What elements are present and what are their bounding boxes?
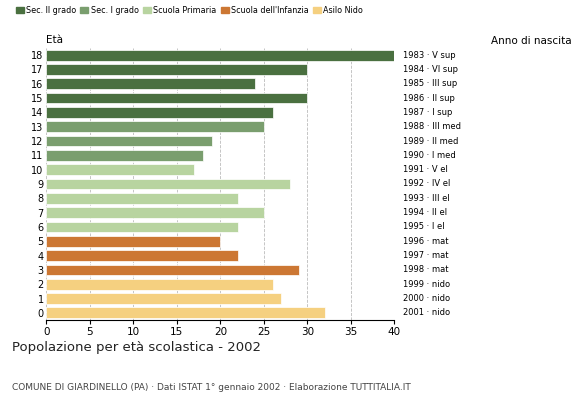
Bar — [46, 264, 299, 275]
Bar — [46, 121, 264, 132]
Text: 1997 · mat: 1997 · mat — [403, 251, 448, 260]
Text: 2001 · nido: 2001 · nido — [403, 308, 450, 317]
Bar — [46, 179, 290, 189]
Bar — [46, 236, 220, 247]
Text: 1989 · II med: 1989 · II med — [403, 136, 458, 146]
Bar — [46, 308, 325, 318]
Text: COMUNE DI GIARDINELLO (PA) · Dati ISTAT 1° gennaio 2002 · Elaborazione TUTTITALI: COMUNE DI GIARDINELLO (PA) · Dati ISTAT … — [12, 383, 411, 392]
Text: 1994 · II el: 1994 · II el — [403, 208, 447, 217]
Text: 1996 · mat: 1996 · mat — [403, 237, 448, 246]
Text: 1984 · VI sup: 1984 · VI sup — [403, 65, 458, 74]
Text: 1983 · V sup: 1983 · V sup — [403, 51, 456, 60]
Text: 1995 · I el: 1995 · I el — [403, 222, 445, 232]
Bar — [46, 279, 273, 290]
Bar — [46, 93, 307, 104]
Bar — [46, 164, 194, 175]
Bar — [46, 293, 281, 304]
Text: 1985 · III sup: 1985 · III sup — [403, 79, 458, 88]
Text: 1998 · mat: 1998 · mat — [403, 265, 448, 274]
Text: 1986 · II sup: 1986 · II sup — [403, 94, 455, 103]
Text: Età: Età — [46, 35, 63, 45]
Bar — [46, 136, 212, 146]
Text: 1999 · nido: 1999 · nido — [403, 280, 450, 289]
Bar — [46, 150, 203, 161]
Text: 1990 · I med: 1990 · I med — [403, 151, 456, 160]
Text: Anno di nascita: Anno di nascita — [491, 36, 571, 46]
Bar — [46, 250, 238, 261]
Text: 2000 · nido: 2000 · nido — [403, 294, 450, 303]
Text: 1992 · IV el: 1992 · IV el — [403, 180, 451, 188]
Bar — [46, 50, 394, 60]
Text: 1987 · I sup: 1987 · I sup — [403, 108, 452, 117]
Text: Popolazione per età scolastica - 2002: Popolazione per età scolastica - 2002 — [12, 341, 260, 354]
Bar — [46, 193, 238, 204]
Bar — [46, 222, 238, 232]
Bar — [46, 64, 307, 75]
Text: 1988 · III med: 1988 · III med — [403, 122, 461, 131]
Legend: Sec. II grado, Sec. I grado, Scuola Primaria, Scuola dell'Infanzia, Asilo Nido: Sec. II grado, Sec. I grado, Scuola Prim… — [16, 6, 363, 15]
Bar — [46, 78, 255, 89]
Text: 1993 · III el: 1993 · III el — [403, 194, 450, 203]
Text: 1991 · V el: 1991 · V el — [403, 165, 448, 174]
Bar — [46, 207, 264, 218]
Bar — [46, 107, 273, 118]
